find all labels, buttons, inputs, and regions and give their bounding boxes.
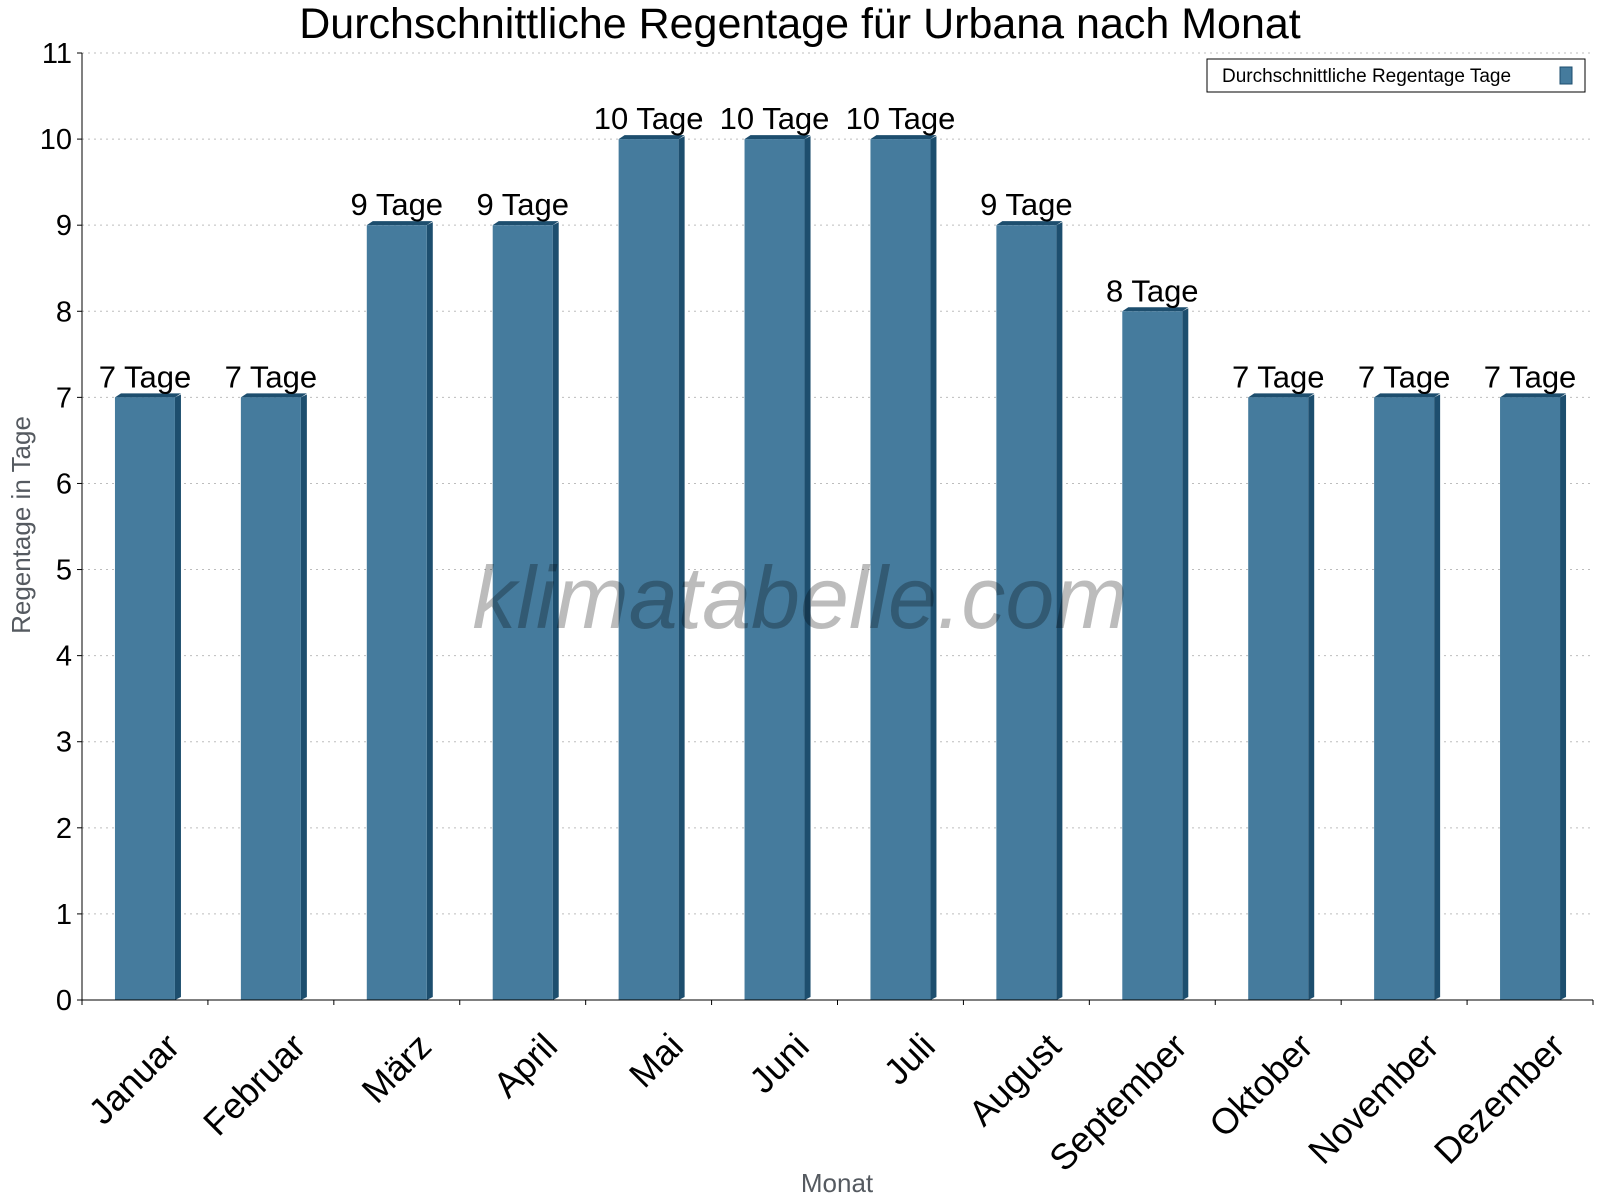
bar [744,135,811,1000]
data-label: 7 Tage [99,359,192,394]
bar-side [300,394,307,1000]
y-tick-label: 7 [56,382,72,414]
data-label: 9 Tage [476,187,569,222]
bar-top [114,393,181,398]
bar [366,221,433,1000]
x-tick-label: Juli [876,1025,943,1092]
bar-side [804,136,811,1000]
bar-top [366,221,433,226]
bar [1500,393,1567,1000]
bar-side [1056,222,1063,1000]
bar-front [1374,397,1435,1000]
y-tick-label: 10 [40,124,72,156]
legend-label: Durchschnittliche Regentage Tage [1222,66,1511,87]
y-tick-label: 9 [56,210,72,242]
bar [1122,307,1189,1001]
bar-side [1182,308,1189,1001]
x-axis-label: Monat [801,1168,874,1198]
watermark: klimatabelle.com [472,548,1127,647]
bar-front [1500,397,1561,1000]
bar-side [678,136,685,1000]
bar [492,221,559,1000]
data-label: 7 Tage [1358,359,1451,394]
x-tick-label: September [1041,1025,1195,1179]
bar-front [744,139,805,1000]
bar-front [1248,397,1309,1000]
bar-top [618,135,685,140]
data-label: 9 Tage [351,187,444,222]
bar-side [174,394,181,1000]
y-tick-label: 3 [56,727,72,759]
bar [1374,393,1441,1000]
bars [114,135,1567,1001]
x-tick-label: August [960,1025,1068,1133]
data-label: 9 Tage [980,187,1073,222]
y-tick-label: 4 [56,641,72,673]
bar [618,135,685,1000]
bar-front [1122,311,1183,1001]
bar-side [1434,394,1441,1000]
bar [1248,393,1315,1000]
bar-top [996,221,1063,226]
gridlines [82,52,1593,915]
y-tick-label: 5 [56,555,72,587]
bar [114,393,181,1000]
bar-top [240,393,307,398]
data-label: 7 Tage [1484,359,1577,394]
bar-front [996,225,1057,1000]
y-tick-label: 6 [56,468,72,500]
x-tick-label: Dezember [1426,1025,1572,1171]
data-label: 10 Tage [720,101,830,136]
legend-swatch [1559,66,1573,85]
bar-front [240,397,301,1000]
data-label: 10 Tage [846,101,956,136]
bar-top [492,221,559,226]
bar-top [1374,393,1441,398]
x-tick-label: November [1300,1025,1446,1171]
bar-side [1308,394,1315,1000]
x-tick-label: Januar [80,1025,187,1132]
y-tick-label: 0 [56,985,72,1017]
legend: Durchschnittliche Regentage Tage [1206,58,1586,93]
y-tick-label: 1 [56,899,72,931]
bar [870,135,937,1000]
x-tick-labels: Januar Februar März April Mai Juni Juli AugustS… [80,1025,1572,1179]
bar-top [1122,307,1189,312]
bar-front [492,225,553,1000]
x-tick-label: Juni [741,1025,817,1101]
bar-side [552,222,559,1000]
bar-side [930,136,937,1000]
bar-front [114,397,175,1000]
x-tick-label: Februar [195,1025,313,1143]
y-tick-label: 2 [56,813,72,845]
bar-front [870,139,931,1000]
bar [240,393,307,1000]
bar [996,221,1063,1000]
chart-title: Durchschnittliche Regentage für Urbana n… [299,0,1301,48]
bar-side [1560,394,1567,1000]
bar-front [366,225,427,1000]
data-labels: 7 Tage 7 Tage 9 Tage 9 Tage 10 Tage 10 Tage 10… [99,101,1577,394]
bar-top [1500,393,1567,398]
bar-top [1248,393,1315,398]
x-tick-label: April [485,1025,565,1105]
x-tick-label: Oktober [1201,1025,1321,1145]
data-label: 8 Tage [1106,273,1199,308]
x-tick-label: Mai [621,1025,691,1095]
bar-top [870,135,937,140]
bar-front [618,139,679,1000]
bar-side [426,222,433,1000]
axes [77,52,1594,1005]
data-label: 7 Tage [225,359,318,394]
bar-top [744,135,811,140]
x-tick-label: März [354,1025,440,1111]
y-axis-label: Regentage in Tage [6,416,36,634]
y-tick-labels: 0 1 2 3 4 5 6 7 8 9 10 11 [40,38,72,1017]
y-tick-label: 8 [56,296,72,328]
data-label: 10 Tage [594,101,704,136]
y-tick-label: 11 [42,38,72,70]
legend-box [1206,58,1586,93]
data-label: 7 Tage [1232,359,1325,394]
